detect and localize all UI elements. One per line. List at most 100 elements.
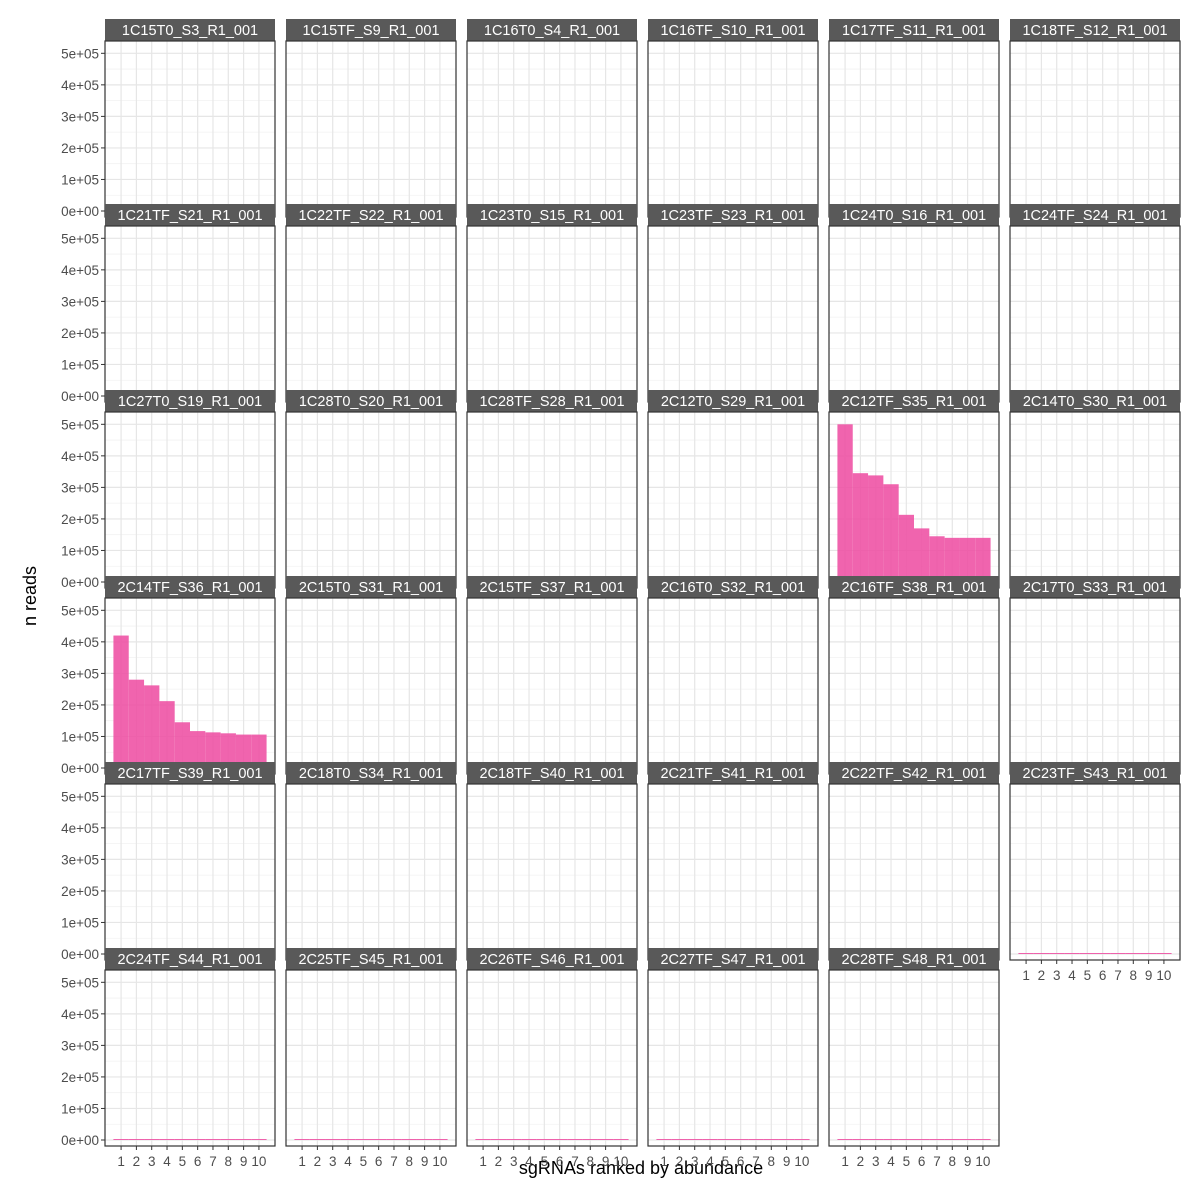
x-tick-label: 5 [722,1154,730,1169]
bar [959,1139,976,1140]
y-tick-label: 5e+05 [61,603,99,618]
bar [898,1139,914,1140]
panel-background [286,784,456,960]
x-tick-label: 8 [768,1154,776,1169]
facet-panel: 1C21TF_S21_R1_001 0e+00 1e+05 2e+05 3e+05 4e+… [61,204,276,404]
facet-strip [286,948,456,970]
bar [944,1139,960,1140]
bar [235,734,252,768]
panel-background [105,970,275,1146]
panel-background [648,598,818,774]
x-tick-label: 1 [479,1154,487,1169]
facet-panel: 2C23TF_S43_R1_001 1 2 3 4 5 6 7 8 9 10 [1009,762,1181,983]
bar [929,536,945,582]
facet-panel: 2C12T0_S29_R1_001 [647,390,819,589]
x-tick-label: 3 [510,1154,518,1169]
facet-strip [467,948,637,970]
facet-panel: 2C12TF_S35_R1_001 [828,390,1000,589]
facet-strip [467,390,637,412]
y-tick-label: 2e+05 [61,512,99,527]
bar [552,1139,568,1140]
x-tick-label: 3 [872,1154,880,1169]
x-tick-label: 8 [406,1154,414,1169]
panel-border [466,969,638,1147]
panel-background [467,41,637,217]
facet-strip-label: 2C17T0_S33_R1_001 [1023,580,1167,596]
facet-panel: 2C28TF_S48_R1_001 1 2 3 4 5 6 7 8 9 10 [828,948,1000,1169]
x-tick-label: 5 [360,1154,368,1169]
x-tick-label: 8 [587,1154,595,1169]
facet-strip-label: 2C27TF_S47_R1_001 [660,952,805,968]
panel-border [647,969,819,1147]
facet-panel: 2C14T0_S30_R1_001 [1009,390,1181,589]
facet-panel: 2C24TF_S44_R1_001 0e+00 1e+05 2e+05 3e+05 4e+… [61,948,276,1169]
x-tick-label: 9 [421,1154,429,1169]
bar [190,731,206,768]
x-tick-label: 10 [975,1154,990,1169]
panel-background [829,970,999,1146]
facet-strip-label: 2C17TF_S39_R1_001 [117,766,262,782]
x-tick-label: 3 [148,1154,156,1169]
panel-background [1010,598,1180,774]
panel-background [467,226,637,402]
bar [220,1139,236,1140]
bar [883,1139,899,1140]
bar [340,1139,356,1140]
panel-border [104,969,276,1147]
x-tick-label: 5 [903,1154,911,1169]
x-tick-label: 7 [571,1154,579,1169]
facet-panel: 1C27T0_S19_R1_001 0e+00 1e+05 2e+05 3e+05 4e+… [61,390,276,590]
x-tick-label: 6 [556,1154,564,1169]
panel-border [1009,783,1181,961]
bar [174,722,190,768]
panel-background [286,412,456,588]
x-tick-label: 3 [691,1154,699,1169]
facet-strip [105,390,275,412]
facet-strip [1010,762,1180,784]
facet-strip [286,19,456,41]
bar [371,1139,387,1140]
x-tick-label: 9 [240,1154,248,1169]
x-tick-label: 2 [133,1154,141,1169]
x-tick-label: 10 [1156,968,1171,983]
bar [733,1139,749,1140]
bar [1156,953,1172,954]
facet-strip-label: 2C16T0_S32_R1_001 [661,580,805,596]
facet-strip-label: 1C23TF_S23_R1_001 [660,208,805,224]
bar [914,528,930,582]
y-tick-label: 3e+05 [61,1038,99,1053]
facet-strip-label: 2C26TF_S46_R1_001 [479,952,624,968]
bar [1125,953,1141,954]
bar [1033,953,1050,954]
facet-strip [829,19,999,41]
facet-panel: 2C15T0_S31_R1_001 [285,576,457,775]
panel-background [286,226,456,402]
facet-strip-label: 1C15TF_S9_R1_001 [302,23,439,39]
y-tick-label: 0e+00 [61,204,99,219]
y-tick-label: 4e+05 [61,821,99,836]
facet-strip [105,204,275,226]
facet-strip [1010,390,1180,412]
bar [852,473,869,582]
bar [416,1139,433,1140]
bar [852,1139,869,1140]
bar [506,1139,522,1140]
y-tick-label: 0e+00 [61,575,99,590]
facet-strip [105,19,275,41]
panel-background [648,41,818,217]
bar [251,1139,267,1140]
bar [687,1139,703,1140]
facet-strip-label: 2C18T0_S34_R1_001 [299,766,443,782]
panel-background [105,784,275,960]
x-tick-label: 3 [1053,968,1061,983]
facet-panel: 2C17TF_S39_R1_001 0e+00 1e+05 2e+05 3e+05 4e+… [61,762,276,962]
panel-background [829,226,999,402]
bar [401,1139,417,1140]
bar [490,1139,507,1140]
facet-strip-label: 2C16TF_S38_R1_001 [841,580,986,596]
panel-background [829,598,999,774]
x-tick-label: 1 [660,1154,668,1169]
x-tick-label: 7 [752,1154,760,1169]
bar [868,475,884,582]
bar [521,1139,537,1140]
